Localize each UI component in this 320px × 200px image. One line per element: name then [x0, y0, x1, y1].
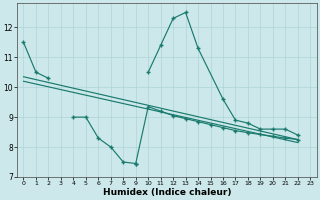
X-axis label: Humidex (Indice chaleur): Humidex (Indice chaleur) — [103, 188, 231, 197]
